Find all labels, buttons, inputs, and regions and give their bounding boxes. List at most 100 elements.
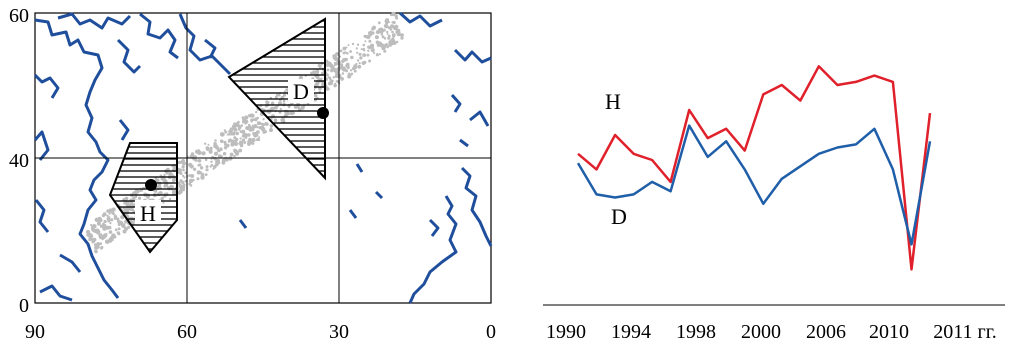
track-dot [233, 127, 238, 132]
track-dot [264, 130, 268, 134]
track-dot [209, 165, 212, 168]
track-dot [233, 154, 236, 158]
track-dot [204, 142, 207, 145]
track-dot [243, 132, 248, 137]
track-dot [376, 43, 381, 47]
track-dot [380, 32, 384, 36]
line-chart: H D 1990 1994 1998 2000 2006 2010 2011 г… [543, 65, 1005, 343]
track-dot [346, 52, 349, 55]
track-dot [245, 135, 247, 138]
track-dot [109, 222, 112, 225]
track-dot [228, 138, 233, 143]
coastlines [33, 11, 493, 304]
track-dot [342, 67, 347, 72]
track-dot [334, 84, 337, 87]
track-dot [231, 131, 236, 136]
track-dot [391, 30, 394, 34]
track-dot [256, 134, 259, 137]
track-dot [379, 28, 383, 31]
track-dot [182, 188, 186, 192]
track-dot [349, 74, 352, 77]
track-dot [255, 110, 258, 114]
track-dot [188, 162, 193, 167]
track-dot [376, 29, 381, 34]
track-dot [344, 58, 348, 62]
track-dot [355, 47, 358, 50]
track-dot [182, 168, 185, 172]
map-y-tick: 0 [19, 295, 29, 317]
track-dot [107, 219, 111, 223]
track-dot [367, 45, 371, 49]
chart-x-tick: 1990 [546, 321, 586, 343]
track-dot [219, 132, 225, 137]
track-dot [244, 115, 249, 120]
track-dot [214, 139, 217, 142]
track-dot [100, 224, 105, 228]
track-dot [340, 77, 344, 81]
track-dot [94, 245, 99, 250]
track-dot [355, 62, 358, 66]
track-dot [106, 240, 109, 244]
map-y-axis: 60 40 0 [9, 5, 29, 317]
series-label-d: D [611, 204, 627, 229]
track-dot [341, 59, 345, 63]
track-dot [369, 31, 373, 35]
track-dot [366, 53, 370, 57]
track-dot [238, 128, 241, 131]
track-dot [356, 51, 359, 54]
chart-x-tick: 2011 гг. [933, 321, 996, 343]
track-dot [197, 159, 202, 163]
track-dot [204, 173, 208, 177]
track-dot [247, 133, 251, 137]
chart-x-ticks: 1990 1994 1998 2000 2006 2010 2011 гг. [546, 321, 997, 343]
track-dot [356, 59, 360, 62]
map-x-tick: 90 [25, 321, 45, 343]
chart-x-tick: 2006 [806, 321, 846, 343]
track-dot [233, 148, 237, 153]
track-dot [368, 59, 372, 63]
track-dot [214, 151, 218, 156]
track-dot [325, 64, 329, 67]
track-dot [114, 228, 118, 232]
track-dot [333, 56, 338, 62]
track-dot [378, 53, 381, 56]
track-dot [387, 36, 391, 40]
track-dot [251, 124, 256, 129]
track-dot [183, 176, 186, 179]
track-dot [106, 214, 109, 217]
track-dot [383, 37, 387, 40]
track-dot [269, 128, 273, 133]
track-dot [330, 68, 334, 73]
track-dot [239, 137, 242, 140]
track-dot [197, 150, 202, 155]
track-dot [386, 33, 389, 36]
track-dot [100, 245, 104, 249]
track-dot [381, 35, 385, 39]
track-dot [206, 147, 210, 151]
track-dot [225, 143, 230, 148]
track-dot [184, 180, 187, 183]
track-dot [108, 230, 113, 234]
track-dot [377, 21, 381, 25]
track-dot [213, 156, 218, 161]
track-dot [222, 152, 227, 156]
track-dot [362, 43, 366, 47]
track-dot [122, 223, 126, 226]
track-dot [204, 158, 208, 162]
track-dot [91, 225, 95, 229]
track-dot [349, 50, 352, 53]
series-line-h [577, 65, 932, 271]
track-dot [117, 221, 121, 225]
map-x-tick: 60 [177, 321, 197, 343]
track-dot [213, 165, 217, 169]
track-dot [99, 242, 102, 246]
track-dot [184, 171, 187, 175]
track-dot [111, 238, 114, 242]
track-dot [103, 219, 107, 224]
track-dot [106, 227, 109, 230]
track-dot [239, 130, 243, 134]
track-dot [228, 133, 231, 136]
track-dot [127, 225, 131, 229]
track-dot [364, 40, 367, 43]
track-dot [337, 75, 342, 79]
